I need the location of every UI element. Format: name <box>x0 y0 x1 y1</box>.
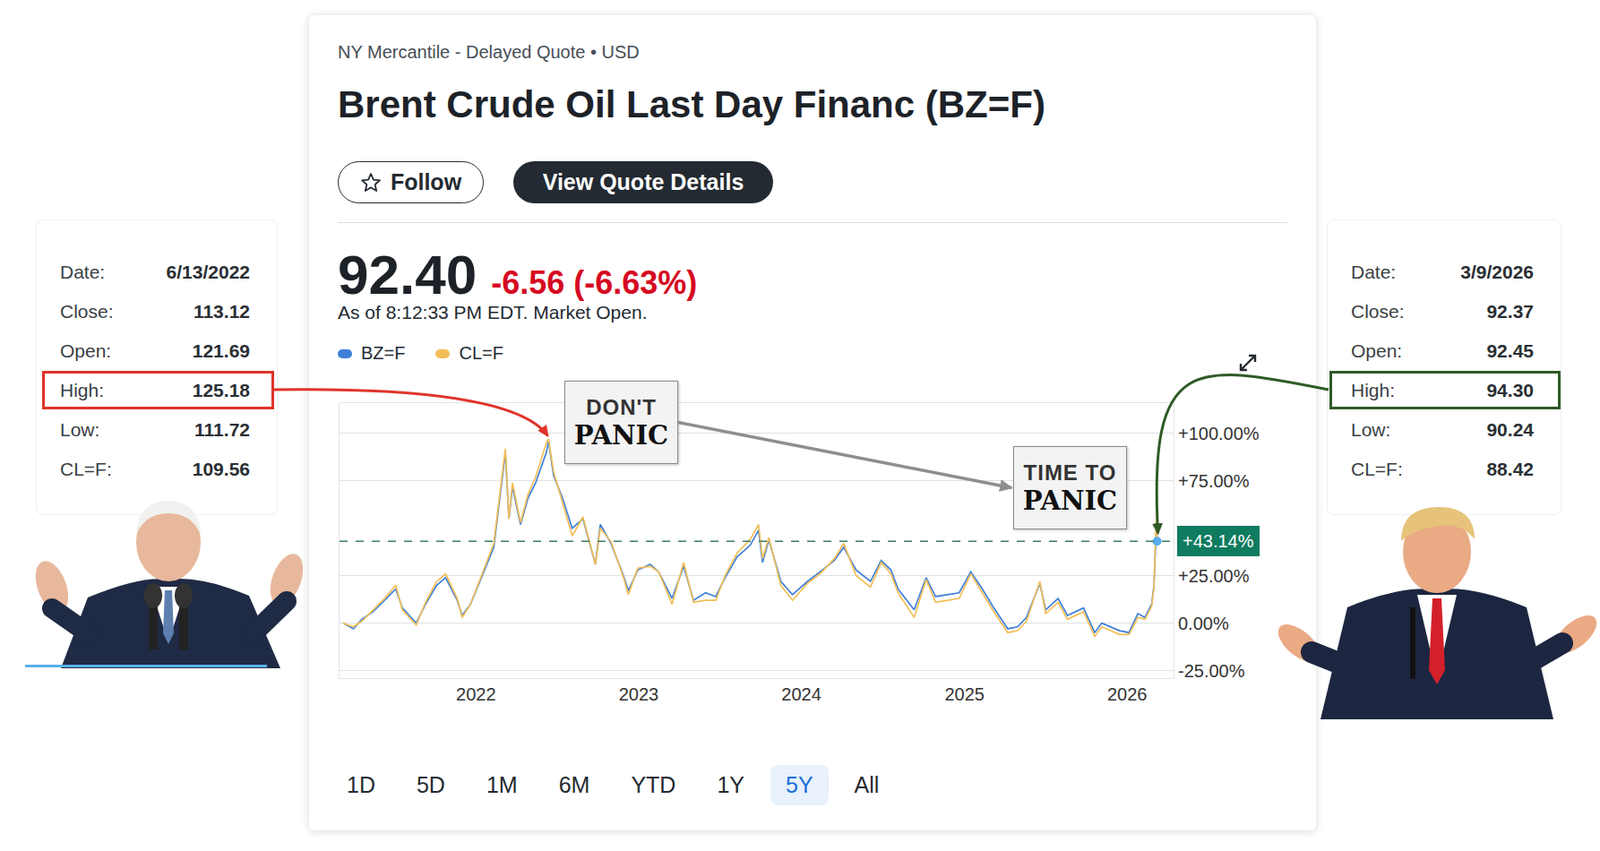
html-text:Follow: Follow <box>390 169 462 195</box>
html-text:92.40 -6.56 (-6.63%): 92.40 -6.56 (-6.63%) <box>337 243 698 306</box>
svg-text:+100.00%: +100.00% <box>1178 423 1260 444</box>
html-text:92.45: 92.45 <box>1486 340 1534 362</box>
html-text:3/9/2026: 3/9/2026 <box>1460 261 1534 283</box>
html-text:6/13/2022: 6/13/2022 <box>166 261 250 283</box>
html-text:YTD: YTD <box>631 772 676 798</box>
html-text:View Quote Details: View Quote Details <box>542 169 744 195</box>
html-text:Brent Crude Oil Last Day Finan: Brent Crude Oil Last Day Financ (BZ=F) <box>337 83 1046 126</box>
html-text:121.69: 121.69 <box>192 340 250 362</box>
html-text:High:: High: <box>60 379 104 401</box>
html-text:109.56: 109.56 <box>192 458 250 480</box>
html-text:94.30: 94.30 <box>1486 379 1534 401</box>
svg-text:-25.00%: -25.00% <box>1178 661 1246 681</box>
html-text:88.42: 88.42 <box>1486 458 1534 480</box>
html-text:Close:: Close: <box>1350 301 1405 322</box>
html-text:Open:: Open: <box>60 340 112 362</box>
html-text:1D: 1D <box>346 772 376 798</box>
svg-text:0.00%: 0.00% <box>1178 613 1230 634</box>
html-text:Open:: Open: <box>1350 340 1403 362</box>
html-text:Date:: Date: <box>1350 261 1396 283</box>
html-text:Close:: Close: <box>60 301 114 322</box>
svg-text:2023: 2023 <box>619 684 660 705</box>
html-text:113.12: 113.12 <box>193 301 250 322</box>
html-text:5D: 5D <box>416 772 446 798</box>
html-text:CL=F: CL=F <box>459 343 504 363</box>
html-text:Low:: Low: <box>1350 419 1391 440</box>
html-text:5Y: 5Y <box>785 772 814 798</box>
svg-text:2026: 2026 <box>1107 684 1148 705</box>
html-text:DON'T: DON'T <box>585 394 657 419</box>
html-text:As of 8:12:33 PM EDT. Market O: As of 8:12:33 PM EDT. Market Open. <box>337 301 648 323</box>
html-text:TIME TO: TIME TO <box>1023 460 1117 485</box>
html-text:90.24: 90.24 <box>1486 419 1534 440</box>
svg-text:2024: 2024 <box>781 684 822 705</box>
html-text:Low:: Low: <box>60 419 100 440</box>
html-text:125.18: 125.18 <box>192 379 250 401</box>
html-text:6M: 6M <box>558 772 590 798</box>
html-text:Date:: Date: <box>60 261 105 283</box>
html-text:CL=F:: CL=F: <box>1350 458 1403 480</box>
html-text:PANIC: PANIC <box>1022 485 1118 516</box>
svg-text:+25.00%: +25.00% <box>1178 566 1250 586</box>
html-text:NY Mercantile - Delayed Quote: NY Mercantile - Delayed Quote • USD <box>337 42 640 62</box>
svg-text:+75.00%: +75.00% <box>1178 471 1250 491</box>
html-text:92.37: 92.37 <box>1486 301 1534 322</box>
html-text:111.72: 111.72 <box>194 419 250 440</box>
html-text:CL=F:: CL=F: <box>60 458 112 480</box>
html-text:BZ=F: BZ=F <box>361 343 406 363</box>
html-text:High:: High: <box>1350 379 1395 401</box>
svg-text:2022: 2022 <box>455 684 497 705</box>
svg-text:2025: 2025 <box>944 684 985 705</box>
html-text:All: All <box>854 772 880 798</box>
html-text:PANIC: PANIC <box>574 419 669 451</box>
html-text:1M: 1M <box>486 772 518 798</box>
html-text:1Y: 1Y <box>717 772 745 798</box>
svg-text:+43.14%: +43.14% <box>1182 531 1255 551</box>
